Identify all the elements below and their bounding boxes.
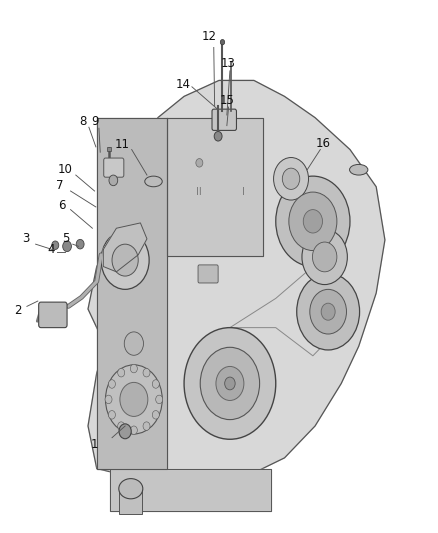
Text: 2: 2	[14, 304, 22, 317]
Circle shape	[214, 132, 222, 141]
Polygon shape	[110, 469, 272, 511]
Circle shape	[152, 379, 159, 388]
Text: 15: 15	[219, 94, 234, 107]
Text: 1: 1	[91, 438, 98, 451]
Circle shape	[143, 368, 150, 377]
FancyBboxPatch shape	[198, 265, 218, 283]
Bar	[120, 489, 142, 514]
Circle shape	[109, 175, 118, 185]
FancyBboxPatch shape	[212, 109, 237, 131]
Text: 9: 9	[91, 116, 98, 128]
Circle shape	[184, 328, 276, 439]
Polygon shape	[103, 223, 147, 272]
Bar	[107, 147, 111, 151]
Ellipse shape	[350, 165, 368, 175]
Circle shape	[297, 273, 360, 350]
Ellipse shape	[145, 176, 162, 187]
Text: 8: 8	[79, 116, 86, 128]
Circle shape	[289, 192, 337, 251]
Circle shape	[120, 382, 148, 416]
Circle shape	[274, 158, 308, 200]
Circle shape	[124, 332, 144, 356]
Circle shape	[76, 239, 84, 249]
Circle shape	[118, 368, 125, 377]
Text: 14: 14	[176, 78, 191, 91]
Circle shape	[131, 365, 138, 373]
Circle shape	[101, 231, 149, 289]
Circle shape	[200, 348, 260, 419]
Text: 7: 7	[56, 179, 64, 192]
Text: 16: 16	[315, 136, 330, 150]
Circle shape	[63, 241, 71, 252]
Circle shape	[216, 367, 244, 400]
Circle shape	[105, 395, 112, 403]
Circle shape	[155, 395, 162, 403]
Text: 11: 11	[115, 138, 130, 151]
Circle shape	[196, 159, 203, 167]
Text: 3: 3	[22, 232, 30, 245]
Text: 5: 5	[62, 232, 69, 245]
Circle shape	[303, 209, 322, 233]
Circle shape	[312, 242, 337, 272]
Text: 13: 13	[220, 57, 235, 70]
Circle shape	[106, 365, 162, 434]
Circle shape	[112, 244, 138, 276]
Circle shape	[152, 410, 159, 419]
FancyBboxPatch shape	[104, 158, 124, 177]
FancyBboxPatch shape	[39, 302, 67, 328]
Polygon shape	[166, 118, 263, 256]
Circle shape	[225, 377, 235, 390]
Circle shape	[131, 426, 138, 434]
Circle shape	[109, 379, 116, 388]
Circle shape	[118, 422, 125, 430]
Circle shape	[119, 424, 131, 439]
Text: 6: 6	[58, 199, 66, 212]
Circle shape	[302, 229, 347, 285]
Text: 10: 10	[58, 163, 73, 176]
Ellipse shape	[119, 479, 143, 499]
Polygon shape	[97, 118, 166, 469]
Circle shape	[283, 168, 300, 189]
Polygon shape	[88, 80, 385, 490]
Text: 12: 12	[202, 30, 217, 43]
Text: II: II	[197, 187, 202, 197]
Circle shape	[143, 422, 150, 430]
Text: 4: 4	[47, 243, 55, 256]
Circle shape	[109, 410, 116, 419]
Circle shape	[310, 289, 346, 334]
Circle shape	[321, 303, 335, 320]
Circle shape	[276, 176, 350, 266]
Text: I: I	[242, 187, 244, 197]
Circle shape	[52, 241, 59, 249]
Circle shape	[220, 39, 225, 45]
